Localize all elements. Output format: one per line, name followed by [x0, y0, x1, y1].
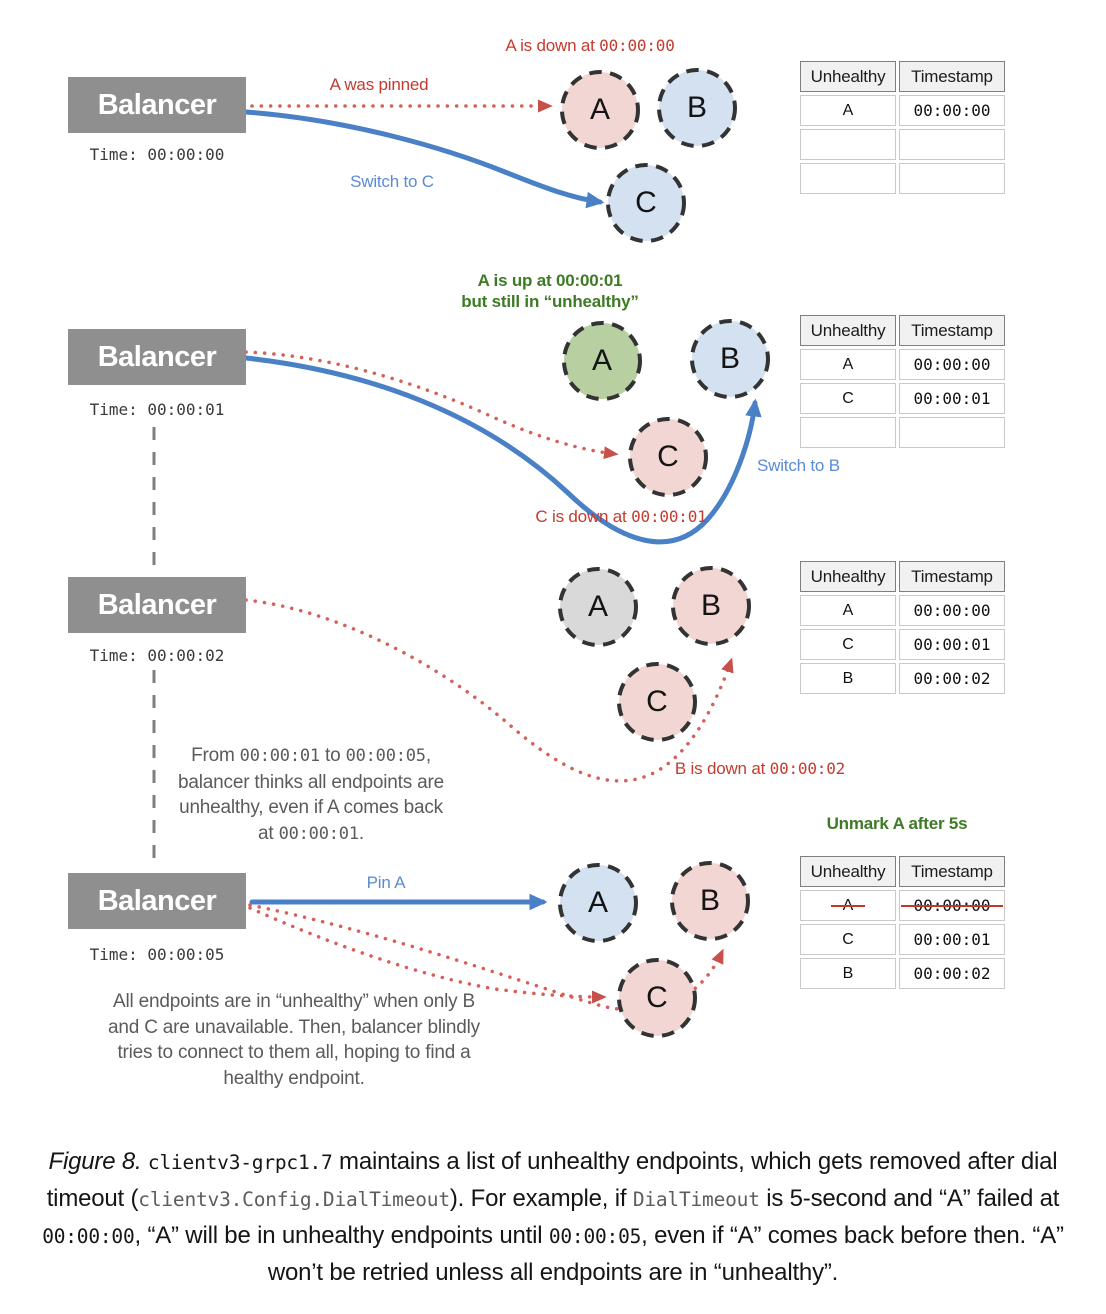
node-b-p1: B	[686, 91, 707, 124]
note-b-down: B is down at 00:00:02	[674, 759, 846, 778]
time-label-1: Time: 00:00:00	[89, 145, 225, 164]
caption-time-2: 00:00:05	[548, 1225, 642, 1248]
node-circle-a-p2	[562, 321, 642, 401]
node-circle-b-p4	[670, 861, 750, 941]
time-label-4: Time: 00:00:05	[89, 945, 225, 964]
label-switch-to-b: Switch to B	[757, 456, 840, 475]
note-unmark-a: Unmark A after 5s	[826, 814, 968, 833]
node-circle-c-p2	[628, 417, 708, 497]
node-b-p2: B	[719, 342, 740, 375]
table-row	[800, 417, 1005, 448]
caption-code-client-version: clientv3-grpc1.7	[147, 1151, 333, 1174]
unhealthy-table-4: Unhealthy Timestamp A 00:00:00 C 00:00:01 B…	[797, 853, 1008, 992]
node-circle-c-p4	[617, 958, 697, 1038]
node-a-p3: A	[587, 590, 608, 623]
label-switch-to-c: Switch to C	[350, 172, 434, 191]
node-a-p2: A	[591, 344, 612, 377]
arrow-try-c	[244, 350, 619, 460]
label-pin-a: Pin A	[366, 873, 406, 892]
note-c-down: C is down at 00:00:01	[535, 507, 707, 526]
arrow-blind-try-c	[248, 906, 607, 1004]
unhealthy-table-1: Unhealthy Timestamp A 00:00:00	[797, 58, 1008, 197]
node-circle-b-p1	[657, 68, 737, 148]
col-unhealthy: Unhealthy	[800, 315, 896, 346]
table-row: A 00:00:00	[800, 95, 1005, 126]
struck-timestamp: 00:00:00	[901, 896, 1003, 915]
col-timestamp: Timestamp	[899, 61, 1005, 92]
caption-time-1: 00:00:00	[42, 1225, 135, 1248]
col-unhealthy: Unhealthy	[800, 61, 896, 92]
time-label-3: Time: 00:00:02	[89, 646, 225, 665]
arrow-try-b	[244, 598, 734, 783]
note-a-up: A is up at 00:00:01 but still in “unheal…	[461, 271, 639, 311]
balancer-box-2: Balancer	[68, 329, 246, 385]
caption-figure-number: Figure 8.	[48, 1148, 148, 1175]
node-circle-a-p3	[558, 567, 638, 647]
node-circle-b-p3	[671, 566, 751, 646]
node-c-p4: C	[646, 981, 668, 1014]
arrow-switch-to-b	[243, 355, 762, 545]
table-row: B 00:00:02	[800, 663, 1005, 694]
node-circle-c-p1	[606, 163, 686, 243]
arrow-switch-to-c	[243, 109, 605, 209]
arrow-blind-try-b	[248, 903, 724, 1012]
node-a-p4: A	[587, 886, 608, 919]
table-row: A 00:00:00	[800, 595, 1005, 626]
figure-caption: Figure 8. clientv3-grpc1.7 maintains a l…	[42, 1148, 1064, 1286]
col-timestamp: Timestamp	[899, 315, 1005, 346]
node-a-p1: A	[589, 93, 610, 126]
time-label-2: Time: 00:00:01	[89, 400, 225, 419]
note-all-endpoints: All endpoints are in “unhealthy” when on…	[108, 991, 480, 1089]
node-b-p4: B	[699, 884, 720, 917]
unhealthy-table-3: Unhealthy Timestamp A 00:00:00 C 00:00:01 B…	[797, 558, 1008, 697]
struck-entry: A	[830, 897, 866, 915]
node-circle-c-p3	[617, 662, 697, 742]
node-c-p1: C	[635, 186, 657, 219]
node-b-p3: B	[700, 589, 721, 622]
table-row: C 00:00:01	[800, 924, 1005, 955]
col-unhealthy: Unhealthy	[800, 856, 896, 887]
balancer-box-3: Balancer	[68, 577, 246, 633]
note-a-down: A is down at 00:00:00	[505, 36, 675, 55]
label-a-was-pinned: A was pinned	[329, 75, 429, 94]
table-row	[800, 129, 1005, 160]
balancer-box-1: Balancer	[68, 77, 246, 133]
table-row-removed: A 00:00:00	[800, 890, 1005, 921]
note-balancer-thinks: From 00:00:01 to 00:00:05, balancer thin…	[178, 745, 444, 844]
balancer-box-4: Balancer	[68, 873, 246, 929]
node-c-p2: C	[657, 440, 679, 473]
node-circle-b-p2	[690, 319, 770, 399]
table-row	[800, 163, 1005, 194]
caption-code-dialtimeout-config: clientv3.Config.DialTimeout	[138, 1188, 450, 1211]
table-row: C 00:00:01	[800, 629, 1005, 660]
node-circle-a-p1	[560, 70, 640, 150]
table-row: A 00:00:00	[800, 349, 1005, 380]
col-unhealthy: Unhealthy	[800, 561, 896, 592]
col-timestamp: Timestamp	[899, 561, 1005, 592]
caption-code-dialtimeout: DialTimeout	[632, 1188, 760, 1211]
table-row: B 00:00:02	[800, 958, 1005, 989]
table-row: C 00:00:01	[800, 383, 1005, 414]
col-timestamp: Timestamp	[899, 856, 1005, 887]
node-c-p3: C	[646, 685, 668, 718]
unhealthy-table-2: Unhealthy Timestamp A 00:00:00 C 00:00:01	[797, 312, 1008, 451]
node-circle-a-p4	[558, 863, 638, 943]
